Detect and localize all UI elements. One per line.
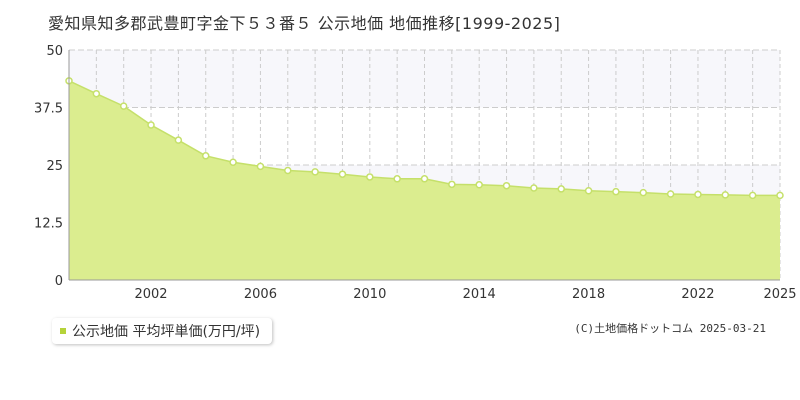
- data-point: [612, 187, 620, 196]
- data-point: [229, 158, 237, 166]
- data-point: [448, 180, 456, 189]
- data-point: [174, 136, 183, 144]
- x-tick-label: 2018: [572, 287, 605, 302]
- data-point: [502, 181, 511, 190]
- legend: 公示地価 平均坪単価(万円/坪): [52, 318, 273, 344]
- x-tick-label: 2006: [244, 287, 277, 302]
- y-tick-labels: 0 12.5 25 37.5 50: [34, 44, 63, 289]
- data-point: [721, 191, 730, 199]
- data-point: [420, 175, 429, 183]
- data-point: [284, 166, 292, 175]
- y-tick-label: 12.5: [34, 217, 63, 232]
- axes: [68, 50, 780, 281]
- data-point: [639, 188, 648, 197]
- x-tick-label: 2014: [463, 287, 496, 302]
- data-point: [366, 173, 374, 181]
- y-tick-label: 37.5: [34, 102, 63, 117]
- legend-label: 公示地価 平均坪単価(万円/坪): [72, 324, 261, 340]
- data-point: [256, 162, 265, 171]
- x-tick-labels: 2002 2006 2010 2014 2018 2022 2025: [134, 287, 796, 302]
- x-tick-label: 2002: [134, 287, 167, 302]
- data-point: [475, 181, 483, 189]
- legend-swatch: [60, 328, 66, 334]
- data-point: [311, 168, 319, 176]
- x-tick-label: 2025: [763, 287, 796, 302]
- data-point: [338, 170, 347, 178]
- chart-title: 愛知県知多郡武豊町字金下５３番５ 公示地価 地価推移[1999-2025]: [48, 14, 561, 33]
- data-point: [694, 190, 702, 199]
- data-point: [147, 121, 155, 129]
- data-point: [584, 187, 593, 195]
- data-point: [201, 152, 210, 160]
- data-point: [119, 102, 128, 110]
- x-tick-label: 2022: [681, 287, 714, 302]
- y-tick-label: 25: [46, 159, 63, 174]
- data-point: [666, 190, 675, 198]
- y-tick-label: 0: [55, 274, 63, 289]
- y-tick-label: 50: [46, 44, 63, 59]
- data-markers: [65, 77, 784, 200]
- x-tick-label: 2010: [353, 287, 386, 302]
- data-point: [92, 89, 101, 98]
- data-point: [748, 191, 757, 200]
- copyright-credit: (C)土地価格ドットコム 2025-03-21: [574, 322, 766, 335]
- data-point: [557, 185, 565, 193]
- data-point: [530, 184, 538, 192]
- data-point: [776, 191, 784, 200]
- data-point: [393, 175, 401, 183]
